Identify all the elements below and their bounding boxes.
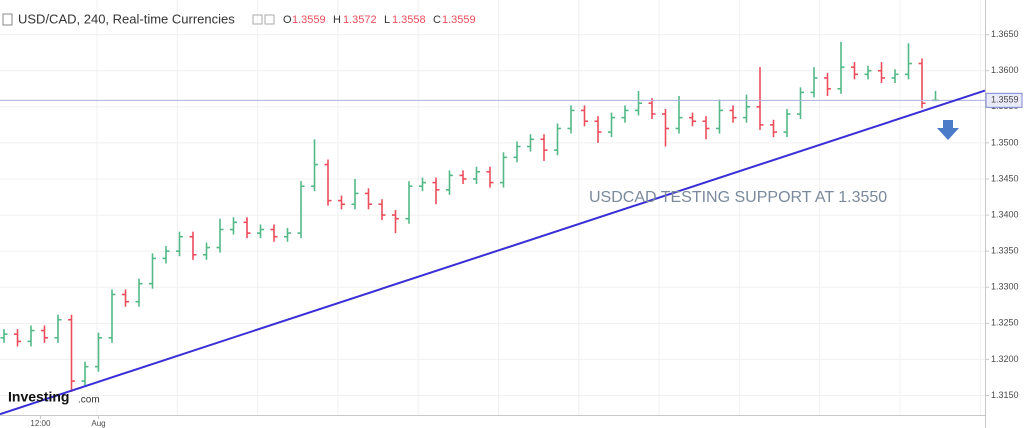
down-arrow-icon [937, 120, 959, 140]
ohlc-header: O 1.3559 H 1.3572 L 1.3558 C 1.3559 [283, 14, 476, 26]
y-tick-label: 1.3450 [991, 173, 1019, 183]
symbol-icon [2, 13, 13, 26]
y-tick-label: 1.3150 [991, 390, 1019, 400]
y-tick-label: 1.3600 [991, 65, 1019, 75]
high-label: H [333, 14, 341, 26]
x-tick-label: 12:00 [30, 419, 51, 428]
last-price-label: 1.3559 [991, 95, 1019, 105]
y-tick-label: 1.3500 [991, 137, 1019, 147]
grid [0, 0, 985, 415]
trendline [0, 89, 986, 416]
low-label: L [384, 14, 390, 26]
close-value: 1.3559 [442, 14, 476, 26]
labels: 1.3150 1.3200 1.3250 1.3300 1.3350 1.3400 1.34… [30, 29, 1023, 428]
x-tick-label: Aug [91, 419, 105, 428]
high-value: 1.3572 [343, 14, 377, 26]
bars [0, 41, 986, 416]
logo-suffix: .com [78, 395, 100, 406]
settings-icon [264, 14, 275, 25]
y-tick-label: 1.3650 [991, 29, 1019, 39]
settings-icon [252, 14, 263, 25]
y-tick-label: 1.3400 [991, 209, 1019, 219]
close-label: C [433, 14, 441, 26]
y-tick-label: 1.3350 [991, 246, 1019, 256]
open-label: O [283, 14, 292, 26]
annotation: USDCAD TESTING SUPPORT AT 1.3550 [589, 189, 887, 206]
y-tick-label: 1.3300 [991, 282, 1019, 292]
low-value: 1.3558 [392, 14, 426, 26]
y-tick-label: 1.3200 [991, 354, 1019, 364]
open-value: 1.3559 [292, 14, 326, 26]
y-tick-label: 1.3250 [991, 318, 1019, 328]
last-price-box [985, 92, 1023, 108]
logo: Investing [8, 389, 69, 405]
chart-title: USD/CAD, 240, Real-time Currencies [18, 11, 235, 26]
